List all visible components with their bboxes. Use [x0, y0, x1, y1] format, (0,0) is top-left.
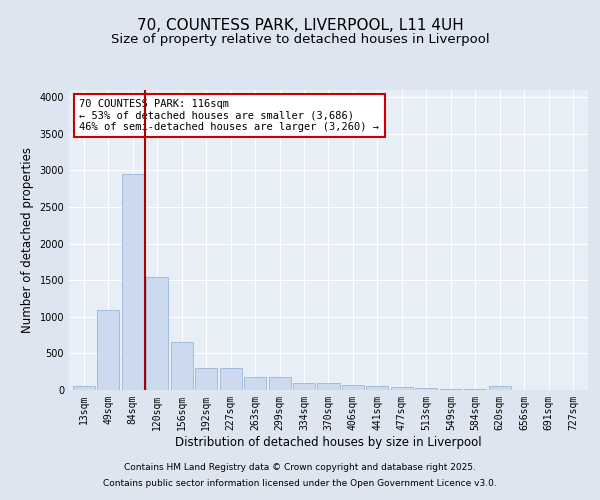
Bar [489, 386, 511, 390]
Text: 70 COUNTESS PARK: 116sqm
← 53% of detached houses are smaller (3,686)
46% of sem: 70 COUNTESS PARK: 116sqm ← 53% of detach… [79, 99, 379, 132]
Bar [391, 387, 413, 390]
Bar [97, 310, 119, 390]
Bar [440, 388, 462, 390]
Bar [220, 368, 242, 390]
Bar [293, 382, 315, 390]
X-axis label: Distribution of detached houses by size in Liverpool: Distribution of detached houses by size … [175, 436, 482, 448]
Text: 70, COUNTESS PARK, LIVERPOOL, L11 4UH: 70, COUNTESS PARK, LIVERPOOL, L11 4UH [137, 18, 463, 32]
Bar [415, 388, 437, 390]
Bar [73, 386, 95, 390]
Bar [146, 276, 168, 390]
Bar [464, 389, 487, 390]
Text: Size of property relative to detached houses in Liverpool: Size of property relative to detached ho… [110, 32, 490, 46]
Bar [244, 377, 266, 390]
Bar [269, 377, 290, 390]
Bar [170, 342, 193, 390]
Bar [317, 384, 340, 390]
Bar [122, 174, 143, 390]
Bar [342, 384, 364, 390]
Bar [195, 368, 217, 390]
Y-axis label: Number of detached properties: Number of detached properties [21, 147, 34, 333]
Bar [367, 386, 388, 390]
Text: Contains public sector information licensed under the Open Government Licence v3: Contains public sector information licen… [103, 479, 497, 488]
Text: Contains HM Land Registry data © Crown copyright and database right 2025.: Contains HM Land Registry data © Crown c… [124, 462, 476, 471]
